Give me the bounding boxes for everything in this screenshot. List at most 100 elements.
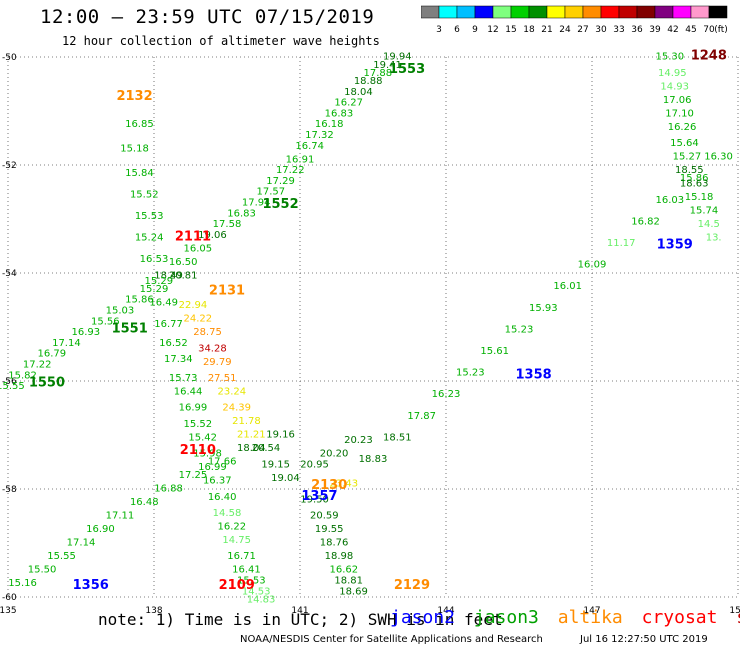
- legend-s3a: s3a: [736, 607, 740, 628]
- x-tick-label: 138: [145, 606, 162, 616]
- swh-value-mark: 21.78: [232, 416, 261, 427]
- swh-value-mark: 16.79: [37, 349, 66, 360]
- swh-value-mark: 18.88: [354, 76, 383, 87]
- swh-value-mark: 17.58: [213, 219, 242, 230]
- colorbar-tick-label: 6: [454, 25, 460, 35]
- swh-value-mark: 18.04: [237, 443, 266, 454]
- pass-time-label: 1358: [516, 367, 552, 382]
- swh-value-mark: 15.93: [529, 303, 558, 314]
- x-tick-label: 150: [729, 606, 740, 616]
- colorbar-tick-label: 42: [667, 25, 678, 35]
- swh-value-mark: 28.75: [193, 327, 222, 338]
- x-tick-label: 147: [583, 606, 600, 616]
- swh-value-mark: 14.58: [213, 508, 242, 519]
- colorbar-tick-label: 36: [631, 25, 643, 35]
- swh-value-mark: 15.86: [680, 173, 709, 184]
- swh-value-mark: 19.55: [315, 524, 344, 535]
- swh-value-mark: 17.14: [67, 538, 96, 549]
- swh-value-mark: 15.61: [480, 346, 509, 357]
- colorbar-tick-label: 27: [577, 25, 588, 35]
- swh-value-mark: 15.98: [193, 449, 222, 460]
- swh-value-mark: 19.16: [266, 430, 295, 441]
- swh-value-mark: 15.50: [28, 565, 57, 576]
- swh-value-mark: 16.40: [208, 492, 237, 503]
- swh-value-mark: 14.95: [658, 68, 687, 79]
- pass-time-label: 2131: [209, 284, 245, 299]
- colorbar-tick-label: 24: [559, 25, 571, 35]
- swh-value-mark: 17.14: [52, 338, 81, 349]
- swh-value-mark: 15.52: [130, 189, 159, 200]
- page-subtitle: 12 hour collection of altimeter wave hei…: [62, 34, 380, 48]
- swh-value-mark: 15.03: [106, 306, 135, 317]
- swh-value-mark: 16.09: [578, 260, 607, 271]
- swh-value-mark: 15.24: [135, 233, 164, 244]
- swh-value-mark: 19.94: [383, 52, 412, 63]
- swh-value-mark: 15.64: [670, 138, 699, 149]
- pass-time-label: 1550: [29, 375, 65, 390]
- swh-value-mark: 16.83: [325, 108, 354, 119]
- swh-value-mark: 23.43: [329, 478, 358, 489]
- pass-time-label: 1551: [112, 321, 148, 336]
- swh-value-mark: 17.11: [106, 511, 135, 522]
- swh-value-mark: 16.44: [174, 387, 203, 398]
- swh-value-mark: 15.56: [91, 316, 120, 327]
- swh-value-mark: 18.51: [383, 432, 412, 443]
- colorbar-tick-label: 70: [703, 25, 715, 35]
- legend-altika: altika: [557, 607, 623, 628]
- swh-value-mark: 22.94: [179, 300, 208, 311]
- swh-value-mark: 20.20: [320, 449, 349, 460]
- pass-time-label: 2129: [394, 578, 430, 593]
- swh-value-mark: 16.37: [203, 476, 232, 487]
- swh-value-mark: 19.15: [261, 459, 290, 470]
- swh-value-mark: 18.83: [359, 454, 388, 465]
- swh-value-mark: 18.76: [320, 538, 349, 549]
- swh-value-mark: 15.27: [673, 152, 702, 163]
- swh-value-mark: 14.5: [698, 219, 720, 230]
- colorbar-tick-label: 12: [487, 25, 498, 35]
- swh-value-mark: 15.55: [0, 381, 25, 392]
- swh-value-mark: 15.18: [120, 144, 149, 155]
- swh-value-mark: 17.34: [164, 354, 193, 365]
- footer-note: note: 1) Time is in UTC; 2) SWH is in fe…: [98, 610, 503, 629]
- colorbar-tick-label: 45: [685, 25, 696, 35]
- swh-value-mark: 16.27: [334, 98, 363, 109]
- swh-value-mark: 15.86: [125, 295, 154, 306]
- swh-value-mark: 16.22: [218, 522, 247, 533]
- swh-value-mark: 17.32: [305, 130, 334, 141]
- pass-time-label: 2109: [219, 578, 255, 593]
- pass-time-label: 1553: [389, 62, 425, 77]
- swh-value-mark: 16.82: [631, 216, 660, 227]
- swh-value-mark: 20.81: [169, 270, 198, 281]
- swh-value-mark: 17.57: [256, 187, 285, 198]
- pass-time-label: 2130: [311, 478, 347, 493]
- swh-value-mark: 15.55: [47, 551, 76, 562]
- swh-value-mark: 16.23: [432, 389, 461, 400]
- swh-value-mark: 13.: [706, 233, 722, 244]
- pass-time-label: 1552: [262, 197, 298, 212]
- swh-value-mark: 16.99: [198, 462, 227, 473]
- swh-value-mark: 18.98: [325, 551, 354, 562]
- swh-value-mark: 16.49: [149, 297, 178, 308]
- pass-time-label: 1356: [73, 578, 109, 593]
- pass-time-label: 2111: [175, 230, 211, 245]
- swh-colorbar: 3 6 9 12 15 18 21 24 27 30 33 36 39 42 45 70 (ft): [421, 5, 728, 35]
- swh-value-mark: 20.59: [310, 511, 339, 522]
- legend-cryosat: cryosat: [641, 607, 718, 628]
- y-tick-label: -50: [2, 53, 17, 63]
- swh-value-mark: 15.52: [183, 419, 212, 430]
- colorbar-tick-label: 18: [523, 25, 535, 35]
- colorbar-tick-label: 3: [436, 25, 442, 35]
- swh-value-mark: 16.03: [656, 195, 685, 206]
- y-tick-label: -52: [2, 161, 17, 171]
- swh-value-mark: 15.84: [125, 168, 154, 179]
- swh-value-mark: 16.99: [179, 403, 208, 414]
- swh-value-mark: 16.62: [329, 565, 358, 576]
- generated-timestamp: Jul 16 12:27:50 UTC 2019: [580, 634, 708, 645]
- swh-value-mark: 16.91: [286, 154, 315, 165]
- swh-value-mark: 17.25: [179, 470, 208, 481]
- colorbar-swatch: [708, 5, 728, 19]
- swh-value-mark: 16.30: [704, 152, 733, 163]
- swh-value-mark: 16.52: [159, 338, 188, 349]
- swh-value-mark: 17.06: [663, 95, 692, 106]
